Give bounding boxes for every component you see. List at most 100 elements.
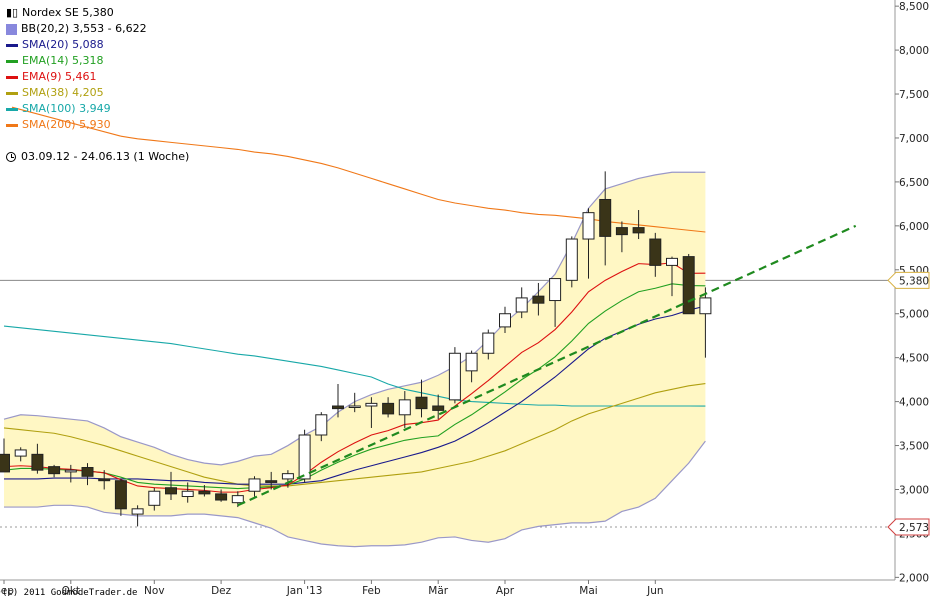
- legend-item: BB(20,2) 3,553 - 6,622: [6, 21, 147, 37]
- y-tick-label: 2,000: [899, 572, 929, 584]
- candle: [181, 482, 194, 503]
- candle-down: [415, 396, 428, 410]
- candle-up: [549, 278, 562, 302]
- legend-item: SMA(200) 5,930: [6, 117, 147, 133]
- candle: [499, 306, 511, 334]
- candle-up: [248, 478, 261, 492]
- candle-up: [14, 449, 27, 457]
- candle: [248, 476, 261, 497]
- y-tick-label: 8,500: [899, 1, 929, 13]
- candle: [582, 208, 595, 279]
- candle-down: [432, 405, 445, 411]
- x-tick-label: Dez: [211, 585, 232, 597]
- candle-down: [532, 295, 545, 304]
- legend-label: BB(20,2) 3,553 - 6,622: [21, 22, 147, 35]
- chart-title: Nordex SE 5,380: [22, 6, 114, 19]
- chart-legend: ▮▯ Nordex SE 5,380 BB(20,2) 3,553 - 6,62…: [6, 5, 147, 133]
- candle-down: [615, 227, 628, 236]
- candle: [448, 347, 461, 404]
- candle: [198, 485, 211, 497]
- candle: [615, 221, 628, 253]
- trendline: [237, 224, 857, 507]
- candle-down: [114, 480, 127, 510]
- candle-down: [649, 238, 662, 266]
- x-tick-label: Jun: [646, 585, 663, 597]
- x-tick-label: Mär: [428, 585, 448, 597]
- candle-down: [31, 453, 44, 471]
- candle-up: [148, 490, 161, 506]
- candle: [265, 471, 278, 490]
- candle-down: [48, 466, 61, 475]
- candle-down: [332, 405, 344, 410]
- candle-up: [348, 405, 361, 408]
- y-tick-label: 6,500: [899, 177, 929, 189]
- candle-down: [632, 227, 645, 234]
- copyright-notice: (c) 2011 GodmodeTrader.de: [2, 588, 138, 598]
- sma100-line: [3, 325, 706, 407]
- support-badge: 2,573: [887, 518, 930, 536]
- legend-swatch: [6, 59, 18, 63]
- y-tick-label: 4,000: [899, 397, 929, 409]
- clock-icon: [6, 151, 16, 162]
- candle: [165, 471, 177, 501]
- candle-up: [465, 352, 478, 372]
- candle-up: [482, 332, 495, 354]
- legend-swatch: [6, 107, 18, 111]
- candle: [64, 464, 77, 483]
- x-tick-label: Feb: [362, 585, 381, 597]
- candle-up: [398, 399, 411, 416]
- current-price-badge: 5,380: [887, 271, 930, 289]
- candle: [415, 379, 428, 418]
- sma38-line: [3, 383, 706, 487]
- candle-up: [365, 402, 378, 407]
- y-tick-label: 4,500: [899, 353, 929, 365]
- candle: [549, 278, 562, 327]
- candle: [81, 463, 94, 486]
- x-tick-label: Jan '13: [286, 585, 323, 597]
- x-tick-label: Okt: [62, 585, 80, 597]
- legend-item: SMA(100) 3,949: [6, 101, 147, 117]
- candle: [599, 171, 612, 266]
- x-tick-label: Sep: [0, 585, 14, 597]
- candle: [114, 478, 127, 516]
- legend-swatch: [6, 23, 17, 35]
- candle-up: [515, 297, 528, 313]
- candle: [131, 505, 144, 527]
- x-tick-label: Apr: [496, 585, 515, 597]
- candle-down: [215, 493, 228, 501]
- candle: [365, 397, 378, 428]
- trendline-layer: [237, 224, 857, 507]
- legend-swatch: [6, 43, 18, 47]
- candle-up: [448, 352, 461, 401]
- legend-label: SMA(100) 3,949: [22, 102, 111, 115]
- candle-up: [131, 508, 144, 515]
- legend-label: SMA(20) 5,088: [22, 38, 104, 51]
- candle: [281, 470, 294, 488]
- legend-item: EMA(9) 5,461: [6, 69, 147, 85]
- date-range: 03.09.12 - 24.06.13 (1 Woche): [6, 150, 189, 163]
- candlestick-icon: ▮▯: [6, 6, 19, 19]
- y-tick-label: 7,000: [899, 133, 929, 145]
- candle: [699, 287, 712, 358]
- candle: [31, 443, 44, 474]
- sma20-line: [4, 305, 706, 485]
- candle: [0, 438, 10, 473]
- candle: [382, 397, 395, 418]
- date-range-label: 03.09.12 - 24.06.13 (1 Woche): [21, 150, 190, 163]
- candle: [298, 429, 311, 483]
- legend-label: EMA(14) 5,318: [22, 54, 104, 67]
- candle-up: [64, 469, 77, 473]
- current-price-badge-text: 5,380: [899, 275, 929, 287]
- candle: [682, 253, 695, 315]
- candle: [48, 464, 61, 478]
- legend-swatch: [6, 91, 18, 95]
- legend-label: SMA(38) 4,205: [22, 86, 104, 99]
- candle-up: [315, 414, 328, 436]
- candle-down: [382, 402, 395, 415]
- chart-grid: [0, 279, 895, 528]
- current-price-badge-shape: [887, 271, 930, 289]
- candle: [465, 350, 478, 383]
- legend-label: SMA(200) 5,930: [22, 118, 111, 131]
- legend-title-row: ▮▯ Nordex SE 5,380: [6, 5, 147, 21]
- candle: [98, 470, 111, 490]
